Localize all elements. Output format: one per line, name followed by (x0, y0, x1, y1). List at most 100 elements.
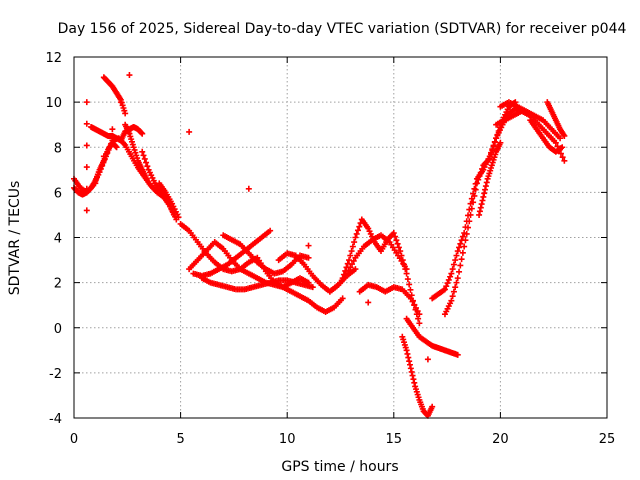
data-point (143, 159, 150, 166)
data-point (139, 148, 146, 155)
series-trace-late-a (356, 281, 423, 318)
series-trace-evening-b (497, 99, 564, 142)
data-point (559, 144, 566, 151)
data-point (466, 218, 473, 225)
data-point (140, 152, 147, 159)
data-point (139, 130, 146, 137)
data-point (407, 361, 414, 368)
data-point (186, 128, 193, 135)
x-tick-label: 10 (279, 432, 296, 447)
data-point (392, 233, 399, 240)
data-point (347, 252, 354, 259)
data-point (471, 185, 478, 192)
data-point (462, 237, 469, 244)
data-point (472, 186, 479, 193)
data-point (138, 129, 145, 136)
data-point (309, 284, 316, 291)
data-point (144, 163, 151, 170)
data-point (339, 295, 346, 302)
data-point (478, 201, 485, 208)
data-point (100, 153, 107, 160)
data-point (479, 165, 486, 172)
data-point (424, 356, 431, 363)
y-axis-label: SDTVAR / TECUs (7, 181, 23, 296)
data-point (407, 295, 414, 302)
data-point (412, 304, 419, 311)
data-point (458, 256, 465, 263)
data-point (482, 186, 489, 193)
data-point (83, 99, 90, 106)
data-point (468, 205, 475, 212)
data-point (349, 243, 356, 250)
x-axis-label: GPS time / hours (281, 459, 398, 475)
data-point (403, 266, 410, 273)
data-points (71, 72, 568, 419)
data-point (552, 139, 559, 146)
y-tick-label: -2 (49, 367, 62, 382)
data-point (454, 248, 461, 255)
data-point (350, 257, 357, 264)
data-point (481, 190, 488, 197)
data-point (83, 120, 90, 127)
data-point (411, 301, 418, 308)
data-point (354, 227, 361, 234)
data-point (109, 126, 116, 133)
data-point (464, 224, 471, 231)
data-point (457, 240, 464, 247)
data-point (407, 286, 414, 293)
series-trace-mid-e (220, 232, 312, 277)
series-trace-rise-b (326, 232, 410, 295)
series-trace-evening-c (527, 117, 566, 155)
data-point (348, 248, 355, 255)
data-point (406, 358, 413, 365)
data-point (448, 270, 455, 277)
data-point (83, 164, 90, 171)
series-trace-recover-b (441, 105, 525, 318)
data-point (454, 275, 461, 282)
data-point (407, 365, 414, 372)
data-point (349, 261, 356, 268)
data-point (444, 280, 451, 287)
data-point (343, 270, 350, 277)
data-point (467, 211, 474, 218)
data-point (476, 208, 483, 215)
series-trace-high (88, 123, 146, 144)
data-point (126, 72, 133, 79)
y-tick-label: 4 (54, 232, 62, 247)
data-point (475, 176, 482, 183)
data-point (448, 297, 455, 304)
y-tick-label: -4 (49, 412, 62, 427)
data-point (390, 229, 397, 236)
series-trace-peak (100, 74, 129, 117)
data-point (113, 144, 120, 151)
data-point (352, 266, 359, 273)
data-point (454, 351, 461, 358)
data-point (83, 142, 90, 149)
data-point (452, 257, 459, 264)
y-tick-label: 2 (54, 277, 62, 292)
x-tick-label: 5 (176, 432, 184, 447)
series-trace-dip (403, 315, 461, 358)
data-point (347, 264, 354, 271)
data-point (471, 192, 478, 199)
data-point (491, 139, 498, 146)
data-point (490, 143, 497, 150)
plot-frame (73, 56, 608, 419)
data-point (356, 223, 363, 230)
data-point (479, 197, 486, 204)
data-point (450, 261, 457, 268)
y-tick-label: 6 (54, 186, 62, 201)
data-point (112, 143, 119, 150)
series-trace-recover-c (476, 139, 504, 218)
data-point (477, 204, 484, 211)
data-point (397, 248, 404, 255)
data-point (482, 183, 489, 190)
data-point (352, 234, 359, 241)
data-point (473, 180, 480, 187)
data-point (415, 315, 422, 322)
data-point (557, 150, 564, 157)
y-tick-labels: -4 -2 0 2 4 6 8 10 12 (45, 51, 62, 427)
data-point (441, 286, 448, 293)
data-point (456, 244, 463, 251)
data-point (365, 299, 372, 306)
